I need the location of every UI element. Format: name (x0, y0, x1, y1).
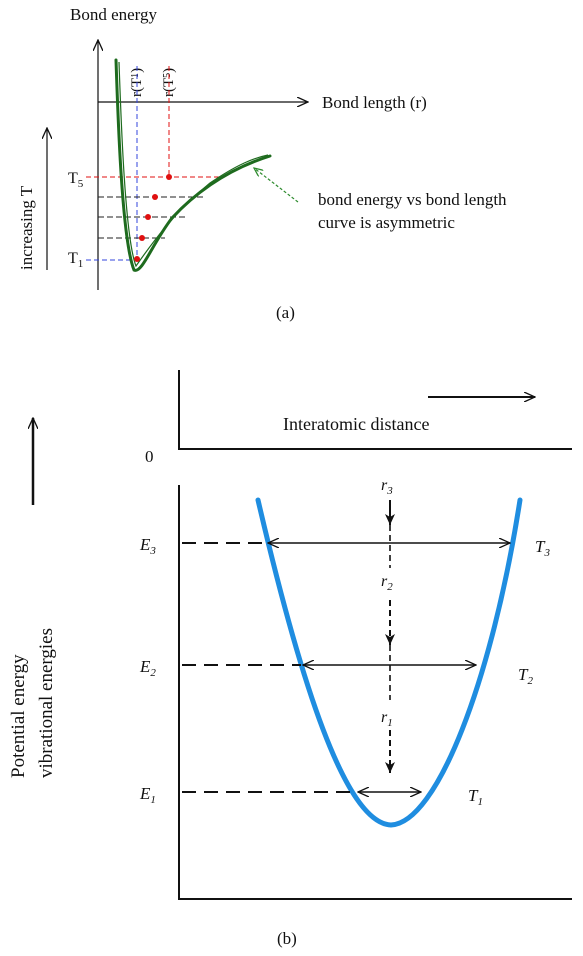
r3-label: r3 (381, 477, 393, 497)
annotation-line-2: curve is asymmetric (318, 213, 455, 232)
t3-label: T3 (535, 537, 550, 559)
zero-label: 0 (145, 447, 154, 466)
midpoint-dot (152, 194, 158, 200)
y-axis-label-line-1: Potential energy (8, 654, 29, 778)
midpoint-dot (145, 214, 151, 220)
r1-label: r1 (381, 709, 393, 729)
t1-label-b: T1 (468, 786, 483, 808)
panel-b: 0 Interatomic distance Potential energy … (8, 370, 572, 948)
bond-energy-curve (114, 58, 272, 272)
interatomic-distance-label: Interatomic distance (283, 414, 429, 434)
panel-a-x-axis-label: Bond length (r) (322, 93, 427, 112)
increasing-t-label: increasing T (17, 185, 36, 270)
y-axis-label-line-2: vibrational energies (36, 628, 57, 778)
r2-label: r2 (381, 573, 393, 593)
midpoint-dot (134, 256, 140, 262)
panel-a: Bond energy Bond length (r) increasing T… (17, 5, 507, 322)
annotation-line-1: bond energy vs bond length (318, 190, 507, 209)
midpoint-dot (166, 174, 172, 180)
bond-energy-curve-edge (118, 61, 269, 268)
potential-well-curve (255, 497, 523, 828)
t2-label: T2 (518, 665, 533, 687)
panel-a-caption: (a) (276, 303, 295, 322)
panel-b-caption: (b) (277, 929, 297, 948)
e3-label: E3 (139, 535, 156, 557)
midpoint-dot (139, 235, 145, 241)
panel-a-y-axis-label: Bond energy (70, 5, 158, 24)
t5-label: T5 (68, 170, 84, 190)
e2-label: E2 (139, 657, 156, 679)
annotation-arrow (254, 168, 299, 203)
t1-label: T1 (68, 250, 83, 270)
e1-label: E1 (139, 784, 156, 806)
